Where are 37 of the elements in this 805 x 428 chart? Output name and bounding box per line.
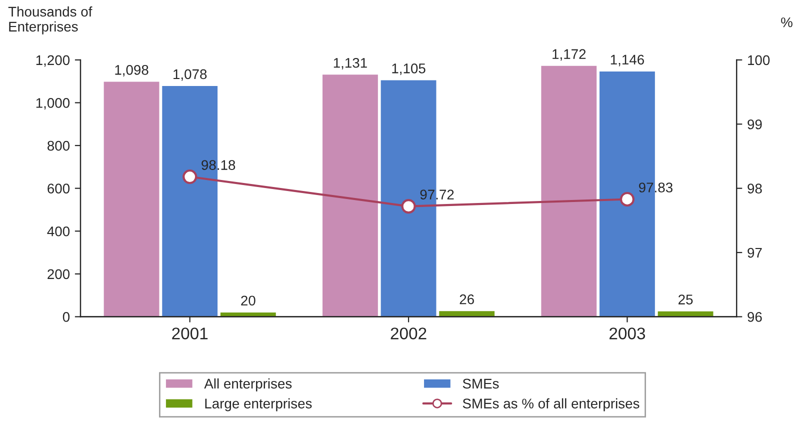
y-axis-title: Thousands of Enterprises xyxy=(8,6,92,34)
legend-label: All enterprises xyxy=(204,378,292,392)
y2-tick-label: 96 xyxy=(748,312,762,322)
y-tick-label: 200 xyxy=(48,269,70,280)
data-label: 20 xyxy=(241,296,256,306)
point xyxy=(401,199,416,214)
data-label: 1,105 xyxy=(392,64,426,75)
point xyxy=(182,169,198,184)
bar xyxy=(104,82,160,317)
data-label: 1,098 xyxy=(115,65,148,76)
x-tick-label: 2002 xyxy=(390,328,426,340)
legend-label: Large enterprises xyxy=(205,398,312,412)
data-label: 25 xyxy=(678,294,693,304)
data-label: 1,078 xyxy=(174,69,207,81)
bar xyxy=(541,66,597,317)
bar xyxy=(322,74,378,317)
y-tick-label: 600 xyxy=(48,184,70,194)
y2-tick-label: 98 xyxy=(748,184,762,194)
y-tick-label: 1,200 xyxy=(36,55,70,67)
y-tick-label: 0 xyxy=(62,312,70,322)
point xyxy=(620,192,635,207)
legend-label: SMEs as % of all enterprises xyxy=(462,398,640,412)
legend-label: SMEs xyxy=(462,378,499,389)
y2-tick-label: 100 xyxy=(748,55,770,66)
data-label: 1,146 xyxy=(610,54,644,66)
y2-tick-label: 97 xyxy=(748,248,762,258)
y2-tick-label: 99 xyxy=(748,119,762,130)
y-tick-label: 1,000 xyxy=(36,98,70,110)
data-label: 26 xyxy=(460,294,474,304)
data-label: 1,131 xyxy=(334,58,367,70)
y-tick-label: 800 xyxy=(48,140,70,151)
x-tick-label: 2001 xyxy=(172,328,208,340)
y2-axis-title: % xyxy=(781,17,792,28)
data-label: 1,172 xyxy=(552,49,586,61)
x-tick-label: 2003 xyxy=(610,328,646,340)
y-tick-label: 400 xyxy=(47,226,70,236)
bar xyxy=(439,311,495,317)
